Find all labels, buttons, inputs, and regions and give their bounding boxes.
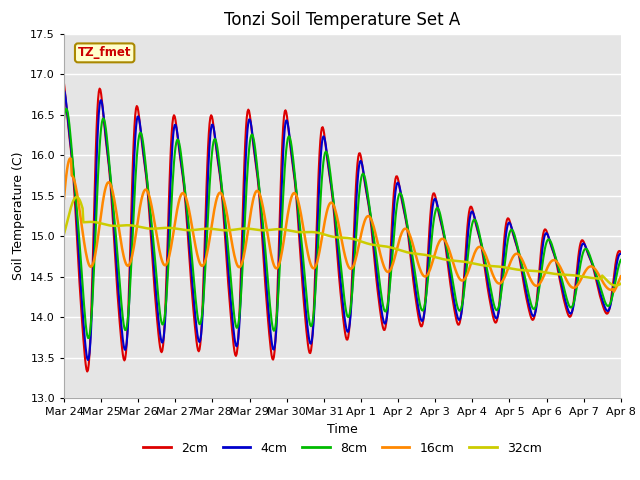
2cm <box>70 185 78 191</box>
2cm <box>428 204 435 210</box>
8cm <box>84 335 92 341</box>
4cm <box>185 232 193 238</box>
X-axis label: Time: Time <box>327 423 358 436</box>
32cm <box>214 227 222 232</box>
Y-axis label: Soil Temperature (C): Soil Temperature (C) <box>12 152 25 280</box>
8cm <box>428 234 436 240</box>
16cm <box>60 195 68 201</box>
32cm <box>60 231 68 237</box>
16cm <box>411 249 419 254</box>
2cm <box>83 369 91 374</box>
32cm <box>428 253 435 259</box>
16cm <box>71 180 79 185</box>
4cm <box>617 251 625 257</box>
Line: 2cm: 2cm <box>64 84 621 372</box>
2cm <box>128 182 136 188</box>
16cm <box>67 156 74 161</box>
4cm <box>428 219 435 225</box>
8cm <box>60 117 68 122</box>
2cm <box>617 250 625 255</box>
16cm <box>617 274 625 279</box>
32cm <box>612 283 620 288</box>
4cm <box>128 213 136 218</box>
Line: 16cm: 16cm <box>64 158 621 292</box>
Title: Tonzi Soil Temperature Set A: Tonzi Soil Temperature Set A <box>224 11 461 29</box>
16cm <box>128 253 136 259</box>
8cm <box>129 227 137 232</box>
8cm <box>71 183 79 189</box>
32cm <box>70 196 78 202</box>
Legend: 2cm, 4cm, 8cm, 16cm, 32cm: 2cm, 4cm, 8cm, 16cm, 32cm <box>138 437 547 460</box>
32cm <box>128 223 136 228</box>
16cm <box>214 192 222 198</box>
8cm <box>186 229 193 235</box>
4cm <box>60 87 68 93</box>
8cm <box>215 156 223 162</box>
Line: 32cm: 32cm <box>64 197 621 286</box>
2cm <box>185 245 193 251</box>
32cm <box>411 251 419 256</box>
2cm <box>214 160 222 166</box>
2cm <box>411 290 419 296</box>
4cm <box>70 177 78 182</box>
32cm <box>72 194 80 200</box>
16cm <box>610 289 618 295</box>
Line: 8cm: 8cm <box>64 108 621 338</box>
16cm <box>185 205 193 211</box>
8cm <box>412 274 419 280</box>
4cm <box>214 157 222 163</box>
32cm <box>185 228 193 233</box>
4cm <box>411 281 419 287</box>
8cm <box>63 106 70 111</box>
4cm <box>84 357 92 363</box>
8cm <box>617 257 625 263</box>
Line: 4cm: 4cm <box>64 90 621 360</box>
2cm <box>60 81 68 86</box>
Text: TZ_fmet: TZ_fmet <box>78 47 131 60</box>
16cm <box>428 264 435 269</box>
32cm <box>617 281 625 287</box>
